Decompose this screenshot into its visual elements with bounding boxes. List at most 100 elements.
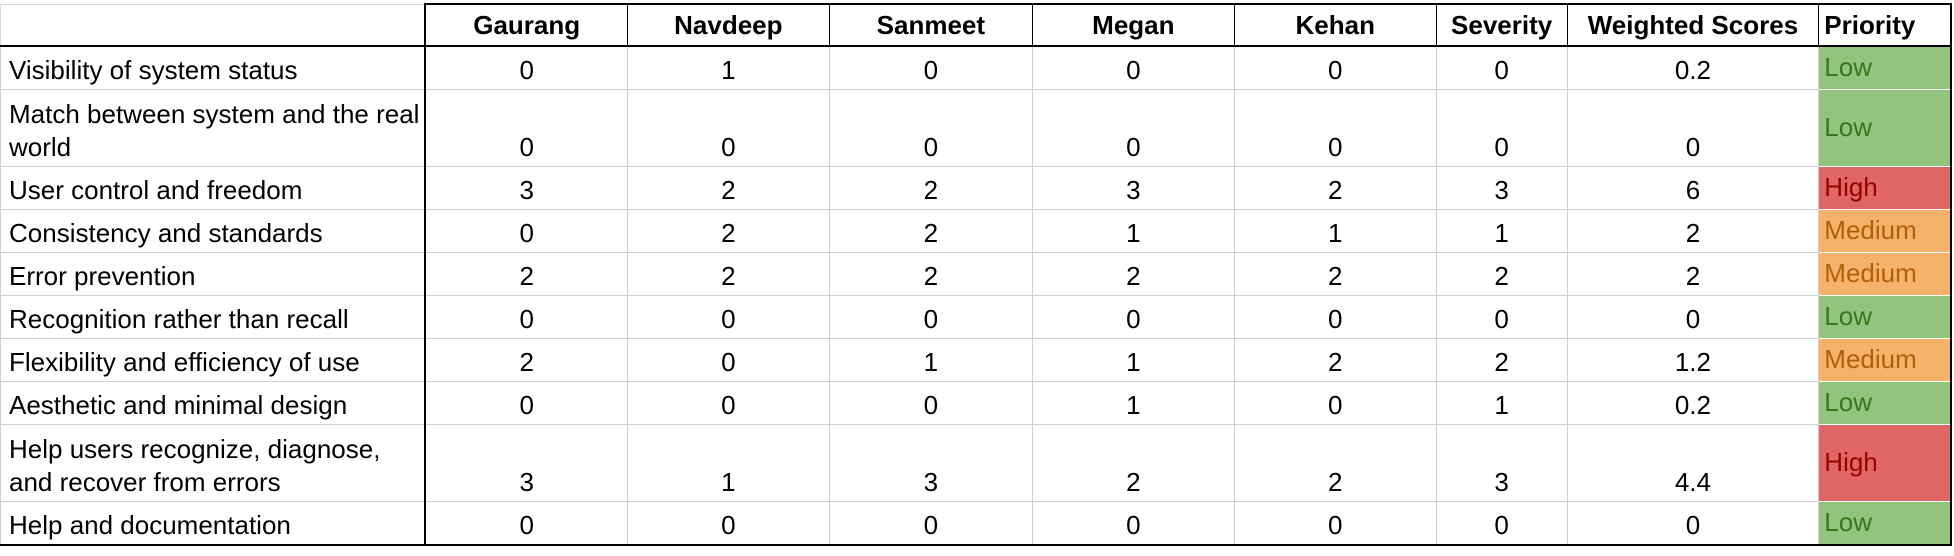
priority-cell[interactable]: Medium [1818, 338, 1953, 382]
score-cell-sanmeet[interactable]: 0 [829, 89, 1033, 167]
weighted-score-cell[interactable]: 2 [1567, 209, 1820, 253]
score-cell-navdeep[interactable]: 0 [627, 501, 830, 546]
severity-cell[interactable]: 0 [1436, 46, 1568, 90]
score-cell-navdeep[interactable]: 2 [627, 166, 830, 210]
table-row: Recognition rather than recall 0 0 0 0 0… [0, 295, 1953, 339]
header-sanmeet[interactable]: Sanmeet [828, 3, 1033, 47]
score-cell-kehan[interactable]: 0 [1234, 381, 1437, 425]
header-navdeep[interactable]: Navdeep [626, 3, 830, 47]
score-cell-megan[interactable]: 0 [1032, 46, 1235, 90]
priority-cell[interactable]: High [1818, 166, 1953, 210]
score-cell-megan[interactable]: 0 [1032, 295, 1235, 339]
criterion-cell[interactable]: Help and documentation [0, 501, 427, 546]
severity-cell[interactable]: 0 [1436, 295, 1568, 339]
weighted-score-cell[interactable]: 0 [1567, 501, 1820, 546]
priority-cell[interactable]: High [1818, 424, 1953, 502]
header-kehan[interactable]: Kehan [1233, 3, 1437, 47]
score-cell-megan[interactable]: 2 [1032, 252, 1235, 296]
score-cell-gaurang[interactable]: 0 [425, 46, 628, 90]
score-cell-kehan[interactable]: 2 [1234, 166, 1437, 210]
criterion-cell[interactable]: Visibility of system status [0, 46, 427, 90]
score-cell-navdeep[interactable]: 0 [627, 381, 830, 425]
weighted-score-cell[interactable]: 6 [1567, 166, 1820, 210]
criterion-cell[interactable]: Consistency and standards [0, 209, 427, 253]
header-priority[interactable]: Priority [1818, 3, 1953, 47]
severity-cell[interactable]: 2 [1436, 252, 1568, 296]
score-cell-megan[interactable]: 0 [1032, 89, 1235, 167]
priority-cell[interactable]: Low [1818, 46, 1953, 90]
weighted-score-cell[interactable]: 0.2 [1567, 381, 1820, 425]
score-cell-kehan[interactable]: 2 [1234, 252, 1437, 296]
score-cell-sanmeet[interactable]: 0 [829, 46, 1033, 90]
score-cell-kehan[interactable]: 2 [1234, 424, 1437, 502]
severity-cell[interactable]: 1 [1436, 381, 1568, 425]
score-cell-navdeep[interactable]: 1 [627, 46, 830, 90]
weighted-score-cell[interactable]: 4.4 [1567, 424, 1820, 502]
priority-cell[interactable]: Medium [1818, 252, 1953, 296]
score-cell-navdeep[interactable]: 0 [627, 295, 830, 339]
criterion-cell[interactable]: Recognition rather than recall [0, 295, 427, 339]
criterion-cell[interactable]: Error prevention [0, 252, 427, 296]
criterion-cell[interactable]: Aesthetic and minimal design [0, 381, 427, 425]
score-cell-sanmeet[interactable]: 1 [829, 338, 1033, 382]
header-corner-cell[interactable] [0, 3, 427, 47]
header-megan[interactable]: Megan [1031, 3, 1235, 47]
score-cell-gaurang[interactable]: 0 [425, 381, 628, 425]
severity-cell[interactable]: 0 [1436, 89, 1568, 167]
score-cell-gaurang[interactable]: 0 [425, 89, 628, 167]
score-cell-sanmeet[interactable]: 0 [829, 501, 1033, 546]
score-cell-megan[interactable]: 1 [1032, 338, 1235, 382]
severity-cell[interactable]: 3 [1436, 424, 1568, 502]
criterion-cell[interactable]: Help users recognize, diagnose, and reco… [0, 424, 427, 502]
score-cell-sanmeet[interactable]: 2 [829, 166, 1033, 210]
score-cell-navdeep[interactable]: 2 [627, 252, 830, 296]
score-cell-gaurang[interactable]: 2 [425, 338, 628, 382]
score-cell-kehan[interactable]: 0 [1234, 89, 1437, 167]
score-cell-navdeep[interactable]: 0 [627, 338, 830, 382]
score-cell-gaurang[interactable]: 3 [425, 166, 628, 210]
score-cell-kehan[interactable]: 0 [1234, 295, 1437, 339]
priority-cell[interactable]: Low [1818, 381, 1953, 425]
score-cell-gaurang[interactable]: 0 [425, 501, 628, 546]
score-cell-sanmeet[interactable]: 2 [829, 209, 1033, 253]
severity-cell[interactable]: 1 [1436, 209, 1568, 253]
weighted-score-cell[interactable]: 1.2 [1567, 338, 1820, 382]
priority-cell[interactable]: Medium [1818, 209, 1953, 253]
header-gaurang[interactable]: Gaurang [424, 3, 628, 47]
criterion-cell[interactable]: Flexibility and efficiency of use [0, 338, 427, 382]
score-cell-megan[interactable]: 2 [1032, 424, 1235, 502]
score-cell-gaurang[interactable]: 0 [425, 209, 628, 253]
weighted-score-cell[interactable]: 2 [1567, 252, 1820, 296]
weighted-score-cell[interactable]: 0 [1567, 89, 1820, 167]
score-cell-gaurang[interactable]: 0 [425, 295, 628, 339]
score-cell-navdeep[interactable]: 0 [627, 89, 830, 167]
score-cell-gaurang[interactable]: 2 [425, 252, 628, 296]
score-cell-kehan[interactable]: 2 [1234, 338, 1437, 382]
priority-cell[interactable]: Low [1818, 295, 1953, 339]
score-cell-sanmeet[interactable]: 3 [829, 424, 1033, 502]
score-cell-megan[interactable]: 3 [1032, 166, 1235, 210]
score-cell-sanmeet[interactable]: 0 [829, 295, 1033, 339]
score-cell-gaurang[interactable]: 3 [425, 424, 628, 502]
priority-cell[interactable]: Low [1818, 501, 1953, 546]
score-cell-navdeep[interactable]: 2 [627, 209, 830, 253]
severity-cell[interactable]: 2 [1436, 338, 1568, 382]
score-cell-kehan[interactable]: 0 [1234, 46, 1437, 90]
header-weighted-scores[interactable]: Weighted Scores [1566, 3, 1820, 47]
criterion-cell[interactable]: Match between system and the real world [0, 89, 427, 167]
priority-cell[interactable]: Low [1818, 89, 1953, 167]
score-cell-megan[interactable]: 1 [1032, 381, 1235, 425]
weighted-score-cell[interactable]: 0.2 [1567, 46, 1820, 90]
score-cell-megan[interactable]: 0 [1032, 501, 1235, 546]
score-cell-megan[interactable]: 1 [1032, 209, 1235, 253]
severity-cell[interactable]: 3 [1436, 166, 1568, 210]
score-cell-kehan[interactable]: 0 [1234, 501, 1437, 546]
score-cell-navdeep[interactable]: 1 [627, 424, 830, 502]
severity-cell[interactable]: 0 [1436, 501, 1568, 546]
header-severity[interactable]: Severity [1435, 3, 1568, 47]
score-cell-sanmeet[interactable]: 2 [829, 252, 1033, 296]
score-cell-sanmeet[interactable]: 0 [829, 381, 1033, 425]
score-cell-kehan[interactable]: 1 [1234, 209, 1437, 253]
weighted-score-cell[interactable]: 0 [1567, 295, 1820, 339]
criterion-cell[interactable]: User control and freedom [0, 166, 427, 210]
